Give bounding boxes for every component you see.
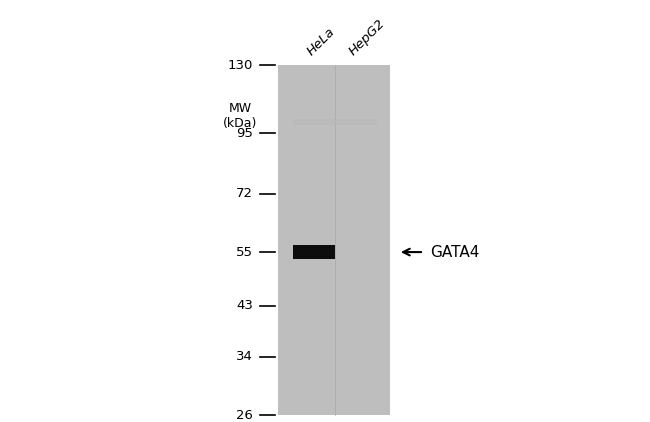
Bar <box>293 245 335 259</box>
Text: 26: 26 <box>236 408 253 422</box>
Text: 130: 130 <box>227 59 253 71</box>
Text: 34: 34 <box>236 350 253 363</box>
Text: HepG2: HepG2 <box>347 17 388 58</box>
Bar <box>293 119 335 125</box>
Bar <box>278 65 390 415</box>
Text: MW
(kDa): MW (kDa) <box>223 102 257 130</box>
Text: 43: 43 <box>236 299 253 312</box>
Text: HeLa: HeLa <box>305 25 338 58</box>
Bar <box>335 119 377 125</box>
Text: GATA4: GATA4 <box>430 245 480 260</box>
Text: 95: 95 <box>236 127 253 140</box>
Text: 72: 72 <box>236 187 253 200</box>
Text: 55: 55 <box>236 246 253 259</box>
